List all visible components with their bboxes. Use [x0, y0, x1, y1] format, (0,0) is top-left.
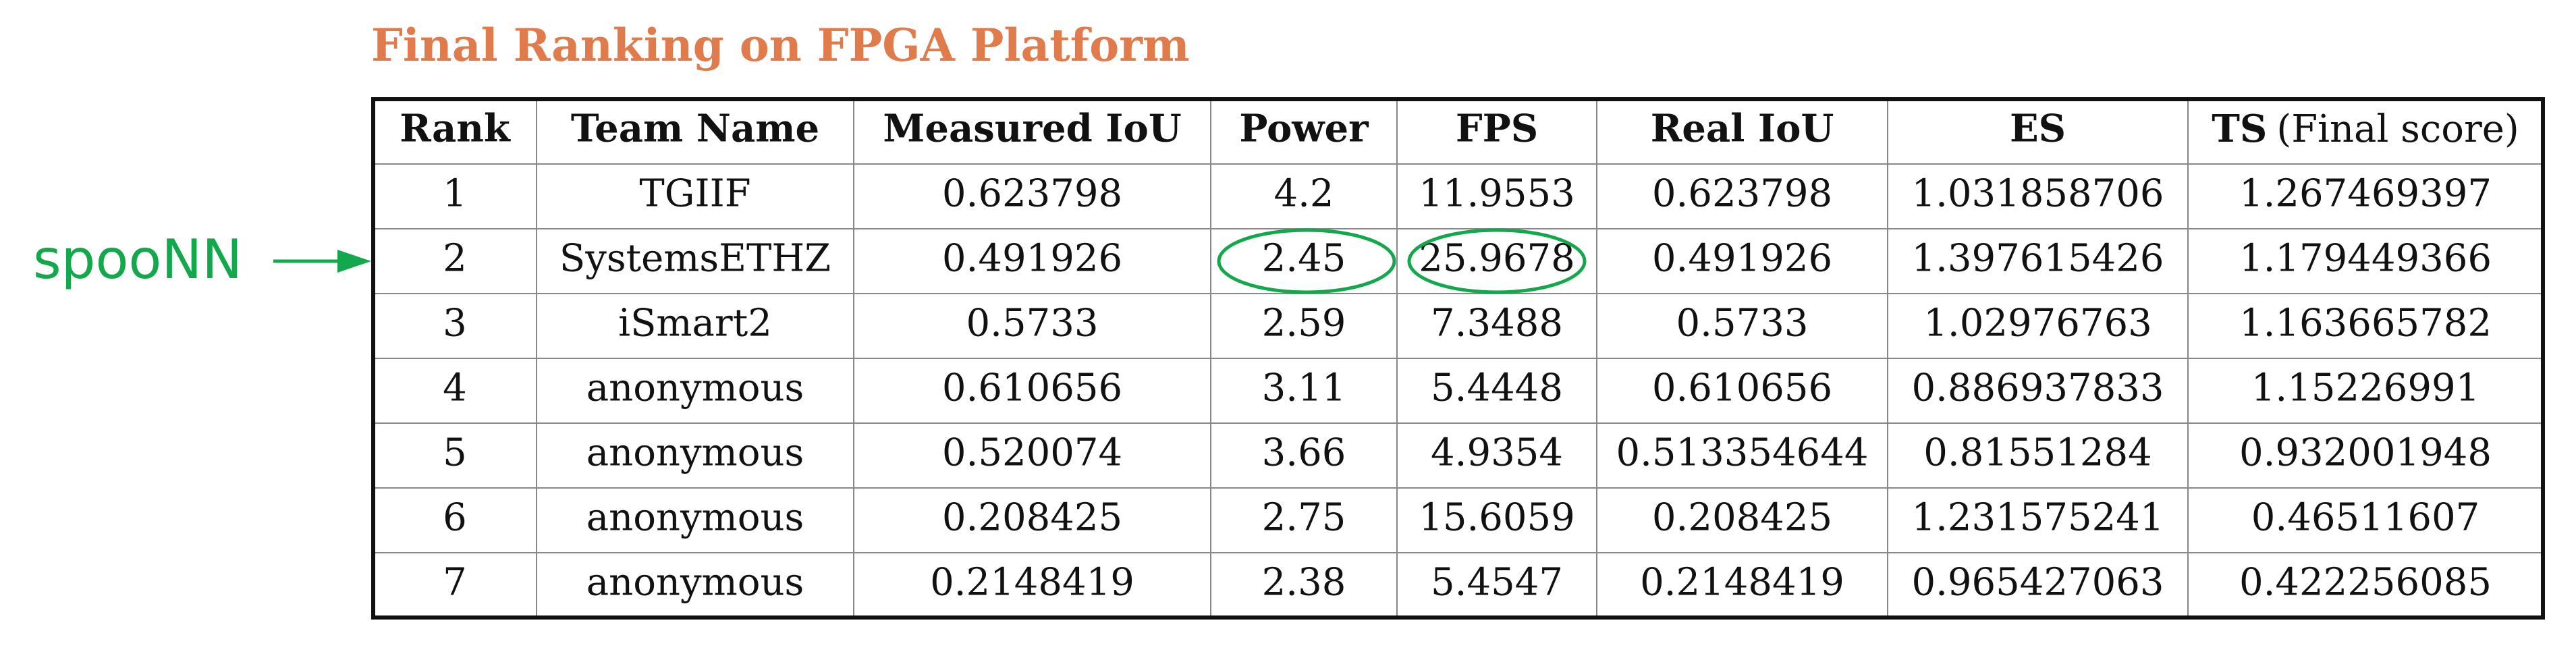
- table-cell: 0.81551284: [1923, 431, 2152, 475]
- table-cell: 0.513354644: [1616, 431, 1868, 475]
- table-cell: 6: [443, 496, 467, 540]
- table-cell: 2.45: [1262, 237, 1346, 281]
- table-cell: 0.886937833: [1911, 366, 2164, 410]
- header-cell: Rank: [400, 107, 511, 151]
- table-cell: 0.208425: [1652, 496, 1832, 540]
- header-note: (Final score): [2276, 107, 2519, 151]
- table-cell: 1.15226991: [2251, 366, 2479, 410]
- table-cell: 0.208425: [942, 496, 1122, 540]
- table-cell: 11.9553: [1419, 172, 1575, 216]
- table-cell: 1.231575241: [1911, 496, 2164, 540]
- table-cell: 1: [443, 172, 467, 216]
- table-cell: 4.9354: [1431, 431, 1563, 475]
- table-cell: 0.5733: [1676, 302, 1809, 346]
- table-cell: 0.46511607: [2251, 496, 2479, 540]
- table-cell: 5: [443, 431, 467, 475]
- title: Final Ranking on FPGA Platform: [371, 19, 1190, 72]
- table-cell: 1.179449366: [2239, 237, 2492, 281]
- table-cell: 15.6059: [1419, 496, 1575, 540]
- table-cell: 2.59: [1262, 302, 1346, 346]
- table-cell: 4.2: [1273, 172, 1334, 216]
- table-cell: 4: [443, 366, 467, 410]
- highlight: [1217, 228, 1396, 294]
- header-cell: ES: [2010, 107, 2066, 151]
- table-border: [371, 97, 2545, 620]
- table-cell: 2.75: [1262, 496, 1346, 540]
- table-cell: 3: [443, 302, 467, 346]
- table-cell: 0.2148419: [1640, 561, 1844, 605]
- table-cell: 0.491926: [942, 237, 1122, 281]
- table-cell: anonymous: [586, 496, 804, 540]
- table-cell: 0.623798: [1652, 172, 1832, 216]
- table-cell: iSmart2: [618, 302, 772, 346]
- table-cell: SystemsETHZ: [559, 237, 831, 281]
- table-cell: 0.422256085: [2239, 561, 2492, 605]
- table-cell: anonymous: [586, 431, 804, 475]
- header-cell: Power: [1239, 107, 1369, 151]
- table-cell: 2.38: [1262, 561, 1346, 605]
- table-cell: 5.4547: [1431, 561, 1563, 605]
- header-main: TS: [2212, 107, 2267, 151]
- table-cell: 3.66: [1262, 431, 1346, 475]
- annotation: spooNN: [33, 228, 242, 291]
- table-cell: 0.965427063: [1911, 561, 2164, 605]
- table-cell: 0.610656: [942, 366, 1122, 410]
- table-cell: 25.9678: [1419, 237, 1575, 281]
- header-cell: Real IoU: [1651, 107, 1834, 151]
- table-cell: 1.02976763: [1923, 302, 2152, 346]
- table-cell: anonymous: [586, 366, 804, 410]
- highlight: [1407, 228, 1587, 294]
- header-cell: FPS: [1456, 107, 1538, 151]
- arrow-head: [337, 250, 371, 273]
- table-cell: 7.3488: [1431, 302, 1563, 346]
- table-cell: 0.491926: [1652, 237, 1832, 281]
- table-cell: 1.163665782: [2239, 302, 2492, 346]
- table-cell: 1.267469397: [2239, 172, 2492, 216]
- table-cell: 0.5733: [966, 302, 1099, 346]
- table-cell: 3.11: [1262, 366, 1346, 410]
- table-cell: 1.397615426: [1911, 237, 2164, 281]
- header-cell: Measured IoU: [883, 107, 1181, 151]
- table-cell: 7: [443, 561, 467, 605]
- table-cell: 0.520074: [942, 431, 1122, 475]
- header-cell: Team Name: [571, 107, 819, 151]
- table-cell: 2: [443, 237, 467, 281]
- table-cell: 0.2148419: [930, 561, 1134, 605]
- table-cell: TGIIF: [639, 172, 750, 216]
- table-cell: 0.932001948: [2239, 431, 2492, 475]
- table-cell: 0.610656: [1652, 366, 1832, 410]
- header-cell: TS (Final score): [2212, 107, 2519, 151]
- table-cell: 0.623798: [942, 172, 1122, 216]
- table-cell: anonymous: [586, 561, 804, 605]
- table-cell: 5.4448: [1431, 366, 1563, 410]
- table-cell: 1.031858706: [1911, 172, 2164, 216]
